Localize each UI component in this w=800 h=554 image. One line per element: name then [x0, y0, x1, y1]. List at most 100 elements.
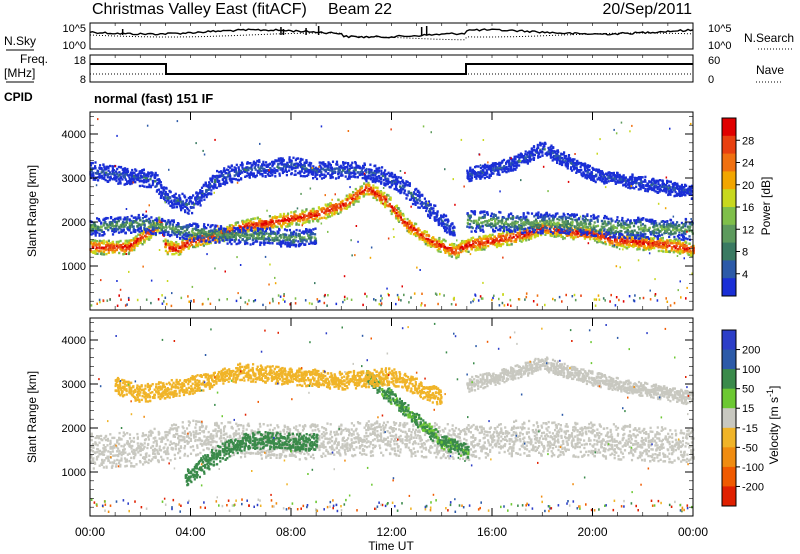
data-cell	[279, 214, 282, 217]
data-cell	[210, 192, 213, 196]
data-cell	[688, 235, 691, 238]
data-cell	[235, 163, 238, 167]
data-cell	[263, 225, 266, 228]
data-cell	[571, 234, 574, 237]
data-cell	[223, 176, 226, 180]
data-cell	[109, 224, 112, 227]
data-cell	[289, 218, 292, 221]
data-cell	[143, 224, 146, 227]
noise-spikes	[121, 26, 428, 35]
noise-panel-frame	[89, 22, 694, 50]
data-cell	[226, 225, 229, 229]
data-cell	[440, 242, 443, 245]
data-cell	[234, 227, 238, 231]
data-cell	[273, 232, 276, 235]
data-cell	[651, 239, 654, 242]
data-cell	[331, 204, 334, 207]
data-cell	[406, 224, 409, 228]
data-cell	[156, 218, 159, 222]
data-cell	[99, 164, 102, 167]
noise-tick-left-bottom: 10^0	[62, 40, 86, 52]
data-cell	[630, 244, 633, 248]
data-cell	[162, 239, 165, 243]
data-cell	[376, 189, 379, 192]
data-cell	[302, 232, 306, 235]
data-cell	[179, 205, 182, 208]
data-cell	[269, 219, 272, 222]
data-cell	[245, 220, 248, 224]
data-cell	[634, 240, 637, 243]
data-cell	[115, 230, 118, 233]
data-cell	[459, 248, 462, 251]
data-cell	[357, 200, 360, 203]
data-cell	[690, 254, 693, 257]
data-cell	[507, 213, 511, 216]
data-cell	[551, 232, 554, 235]
data-cell	[265, 227, 268, 230]
data-cell	[176, 244, 179, 247]
data-cell	[688, 242, 691, 245]
data-cell	[224, 236, 227, 239]
data-cell	[670, 247, 674, 251]
data-cell	[648, 226, 651, 230]
data-cell	[243, 228, 246, 231]
data-cell	[154, 173, 157, 176]
data-cell	[89, 226, 92, 229]
data-cell	[156, 223, 159, 226]
data-cell	[611, 219, 614, 222]
data-cell	[609, 222, 612, 225]
data-cell	[157, 188, 160, 191]
data-cell	[107, 239, 110, 242]
data-cell	[275, 225, 278, 228]
data-cell	[617, 243, 620, 246]
data-cell	[530, 237, 533, 240]
data-cell	[129, 239, 133, 242]
data-cell	[191, 230, 194, 233]
data-cell	[292, 230, 296, 233]
data-cell	[311, 209, 314, 212]
data-cell	[495, 238, 498, 241]
data-cell	[141, 184, 144, 187]
data-cell	[627, 240, 630, 243]
data-cell	[139, 227, 142, 230]
data-cell	[678, 239, 681, 243]
data-cell	[206, 234, 209, 237]
data-cell	[661, 245, 665, 248]
data-cell	[181, 244, 184, 248]
data-cell	[579, 220, 582, 224]
data-cell	[675, 242, 678, 245]
data-cell	[121, 246, 124, 249]
data-cell	[133, 248, 136, 252]
data-cell	[647, 228, 650, 232]
data-cell	[211, 176, 214, 179]
data-cell	[666, 242, 669, 245]
data-cell	[420, 234, 423, 237]
data-cell	[533, 236, 536, 239]
data-cell	[94, 232, 97, 236]
data-cell	[123, 183, 126, 186]
data-cell	[474, 220, 477, 223]
data-cell	[657, 239, 660, 242]
data-cell	[619, 243, 622, 246]
data-cell	[628, 243, 631, 246]
data-cell	[135, 240, 138, 243]
data-cell	[197, 235, 200, 238]
data-cell	[522, 223, 525, 227]
data-cell	[303, 210, 306, 214]
data-cell	[264, 229, 268, 233]
data-cell	[438, 244, 441, 247]
data-cell	[220, 237, 223, 240]
data-cell	[531, 225, 534, 229]
data-cell	[437, 247, 440, 250]
data-cell	[288, 234, 291, 237]
data-cell	[131, 225, 134, 228]
data-cell	[141, 236, 145, 239]
data-cell	[245, 233, 248, 237]
data-cell	[268, 242, 271, 245]
data-cell	[521, 231, 524, 235]
data-cell	[228, 233, 231, 236]
data-cell	[187, 246, 190, 250]
data-cell	[192, 233, 195, 236]
data-cell	[446, 249, 449, 252]
data-cell	[566, 234, 569, 237]
